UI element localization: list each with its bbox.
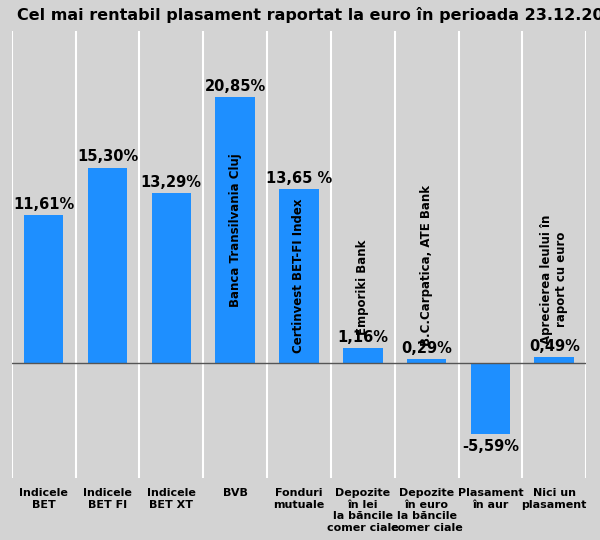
Text: 13,29%: 13,29% [141, 175, 202, 190]
Text: 0,49%: 0,49% [529, 339, 580, 354]
Bar [215, 97, 255, 363]
Text: B.C.Carpatica, ATE Bank: B.C.Carpatica, ATE Bank [420, 185, 433, 347]
Bar [152, 193, 191, 363]
Text: 13,65 %: 13,65 % [266, 171, 332, 186]
Bar [24, 215, 64, 363]
Text: 1,16%: 1,16% [337, 330, 388, 345]
Text: Banca Transilvania Cluj: Banca Transilvania Cluj [229, 153, 242, 307]
Text: Aprecierea leului în
raport cu euro: Aprecierea leului în raport cu euro [540, 214, 568, 344]
Bar [470, 363, 510, 434]
Text: Emporiki Bank: Emporiki Bank [356, 240, 369, 335]
Bar [343, 348, 383, 363]
Text: 0,29%: 0,29% [401, 341, 452, 356]
Text: Cel mai rentabil plasament raportat la euro în perioada 23.12.2010 -24.01.2011: Cel mai rentabil plasament raportat la e… [17, 7, 600, 23]
Bar [88, 167, 127, 363]
Bar [279, 188, 319, 363]
Bar [407, 359, 446, 363]
Text: 11,61%: 11,61% [13, 197, 74, 212]
Text: Certinvest BET-FI Index: Certinvest BET-FI Index [292, 199, 305, 353]
Text: 15,30%: 15,30% [77, 150, 138, 165]
Bar [535, 357, 574, 363]
Text: 20,85%: 20,85% [205, 79, 266, 93]
Text: -5,59%: -5,59% [462, 439, 519, 454]
